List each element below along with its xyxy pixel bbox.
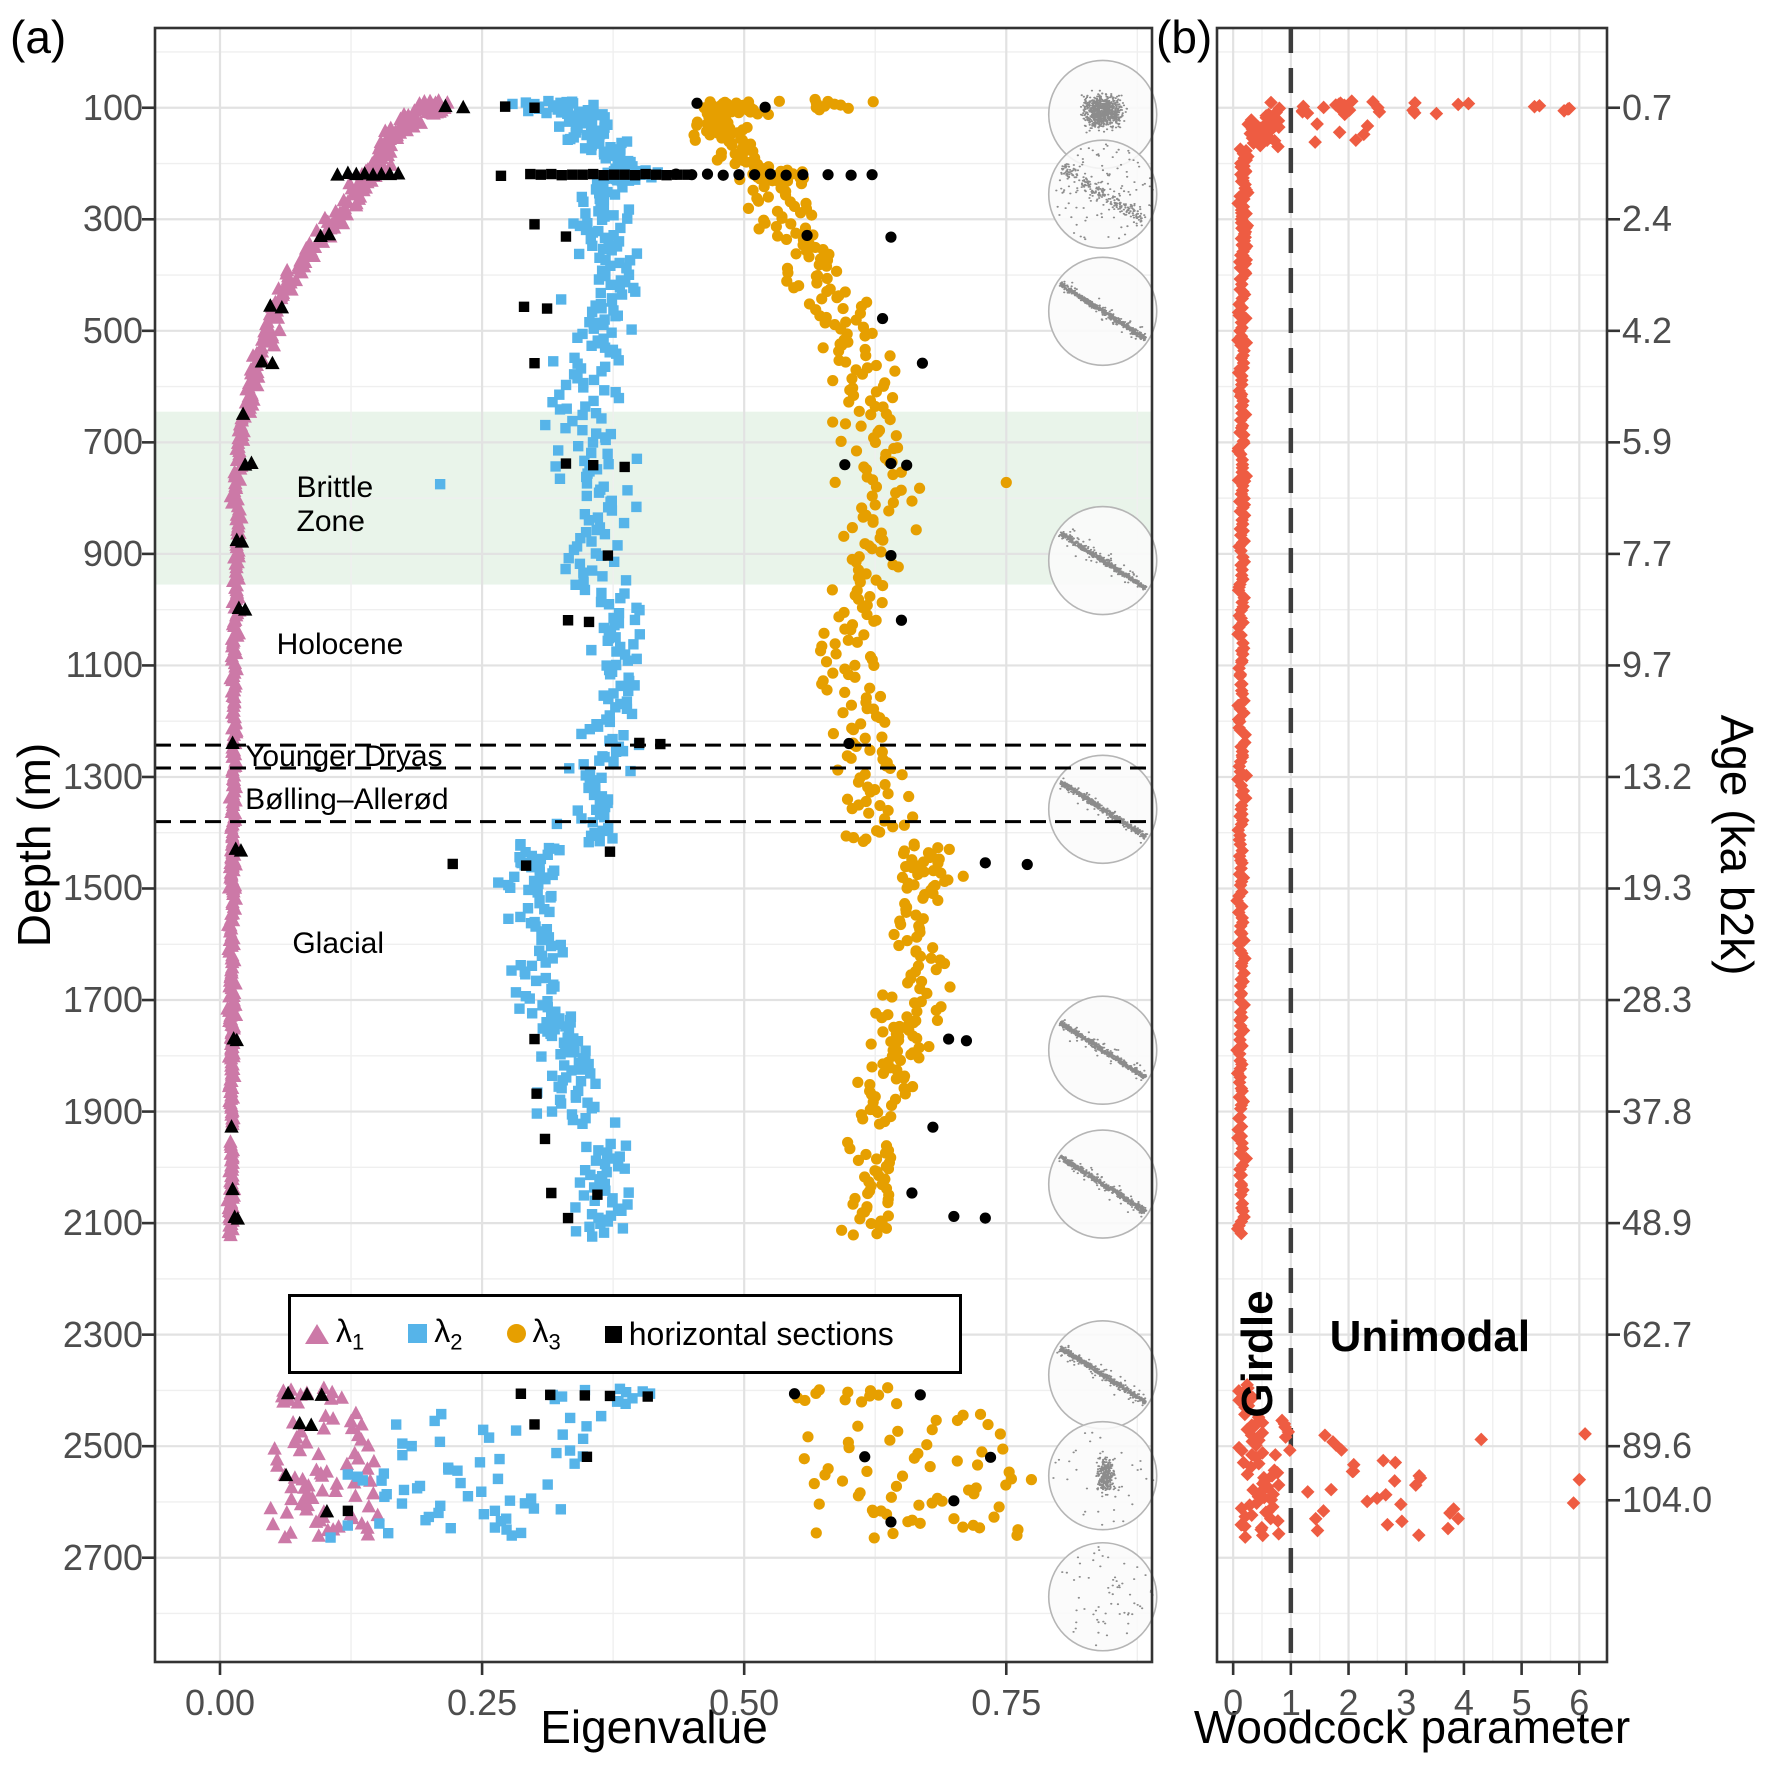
- stereonet-inset-diagonal-912: [1047, 505, 1158, 616]
- stereonet-inset-diagonal-1790: [1047, 995, 1158, 1106]
- series-woodcock: [1230, 94, 1592, 1544]
- series-horizontal_sections_lambda1: [224, 98, 471, 1518]
- series-horizontal_sections_lambda2: [342, 101, 693, 1517]
- stereonet-inset-scatter-255: [1047, 139, 1158, 249]
- stereonet-inset-diagonal-1358: [1047, 754, 1158, 865]
- stereonet-inset-diagonal-465: [1047, 256, 1158, 367]
- stereonet-inset-diagonal-2030: [1047, 1129, 1158, 1239]
- stereonet-inset-vertical-2553: [1047, 1420, 1158, 1531]
- panel-a-border: [153, 26, 1154, 1664]
- stereonet-inset-diagonal-2372: [1047, 1319, 1158, 1430]
- stereonet-inset-sparse-2770: [1047, 1541, 1158, 1652]
- panel-b-border: [1215, 26, 1609, 1664]
- series-lambda2: [325, 95, 663, 1543]
- series-lambda3: [688, 93, 1038, 1544]
- series-lambda1: [220, 93, 455, 1544]
